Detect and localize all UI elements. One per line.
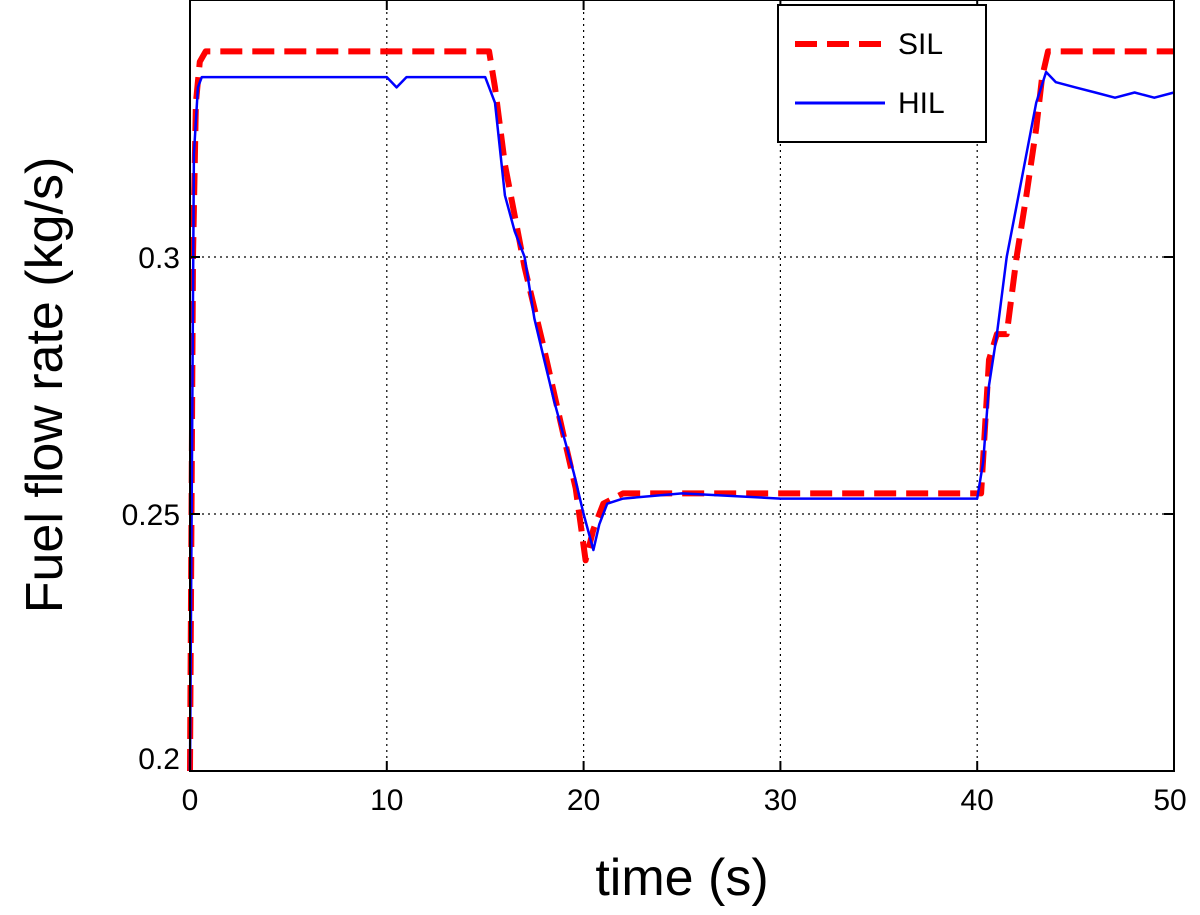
x-axis-ticks: 0 10 20 30 40 50: [182, 0, 1187, 817]
series-line-sil: [187, 48, 1174, 772]
grid: [190, 0, 1174, 771]
x-tick-label-4: 40: [961, 784, 994, 817]
y-axis-ticks: 0.2 0.25 0.3: [122, 242, 1174, 776]
x-tick-label-2: 20: [567, 784, 600, 817]
legend-label-hil: HIL: [898, 87, 945, 120]
series-line-hil: [188, 70, 1175, 772]
series-lines: [187, 48, 1175, 772]
x-tick-label-1: 10: [370, 784, 403, 817]
y-tick-label-0: 0.2: [138, 743, 180, 776]
legend: SIL HIL: [777, 4, 987, 143]
x-tick-label-5: 50: [1153, 784, 1186, 817]
legend-label-sil: SIL: [898, 28, 943, 61]
y-tick-label-2: 0.3: [138, 242, 180, 275]
x-axis-title: time (s): [595, 849, 768, 907]
legend-box: [777, 4, 987, 143]
y-axis-title: Fuel flow rate (kg/s): [16, 157, 74, 614]
x-tick-label-0: 0: [182, 784, 199, 817]
x-tick-label-3: 30: [764, 784, 797, 817]
y-tick-label-1: 0.25: [122, 499, 180, 532]
plot-area-frame: [189, 0, 1175, 772]
